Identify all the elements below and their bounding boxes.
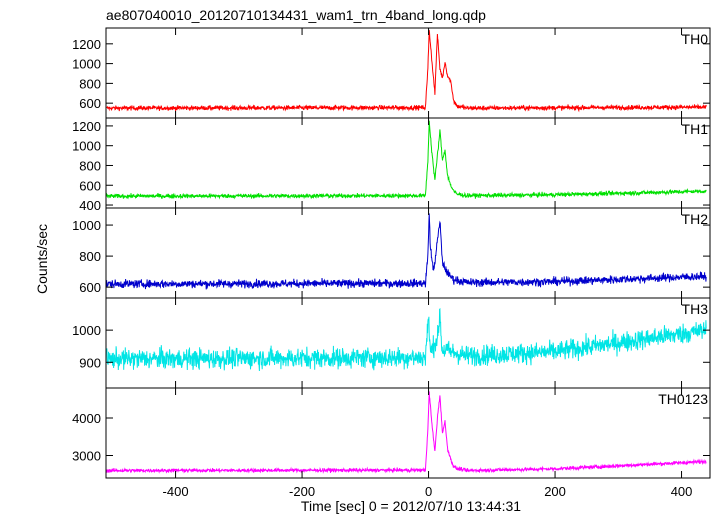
panel-frame-th0123 <box>105 387 711 479</box>
x-axis-label: Time [sec] 0 = 2012/07/10 13:44:31 <box>301 498 521 514</box>
panel-th1: 400 600 800 1000 1200 TH1 <box>72 117 711 213</box>
y-tick-label-th1: 600 <box>79 178 101 193</box>
y-tick-label-th2: 800 <box>79 249 101 264</box>
panel-label-th0: TH0 <box>682 31 709 47</box>
y-tick-label-th1: 1200 <box>72 119 101 134</box>
y-axis-label: Counts/sec <box>34 224 50 294</box>
x-tick-label: -400 <box>163 484 189 499</box>
y-tick-label-th2: 1000 <box>72 218 101 233</box>
series-line-th1 <box>106 120 707 200</box>
x-tick-label: -200 <box>289 484 315 499</box>
y-tick-label-th3: 1000 <box>72 323 101 338</box>
y-tick-label-th0123: 4000 <box>72 411 101 426</box>
panel-frame-th0 <box>105 27 711 119</box>
panel-label-th1: TH1 <box>682 121 709 137</box>
x-tick-label: 0 <box>425 484 432 499</box>
panel-th3: 900 1000 TH3 <box>72 297 711 389</box>
y-tick-label-th2: 600 <box>79 280 101 295</box>
y-tick-label-th3: 900 <box>79 355 101 370</box>
panel-th0: 600 800 1000 1200 TH0 <box>72 27 711 119</box>
series-line-th3 <box>106 307 707 372</box>
y-tick-label-th1: 1000 <box>72 139 101 154</box>
panel-th2: 600 800 1000 TH2 <box>72 207 711 299</box>
y-tick-label-th0: 800 <box>79 76 101 91</box>
y-tick-label-th0123: 3000 <box>72 449 101 464</box>
panel-th0123: 3000 4000 TH0123 <box>72 387 711 479</box>
y-tick-label-th0: 1200 <box>72 37 101 52</box>
panel-label-th2: TH2 <box>682 211 709 227</box>
y-tick-label-th0: 1000 <box>72 57 101 72</box>
panel-label-th0123: TH0123 <box>658 391 708 407</box>
series-line-th0 <box>106 30 707 113</box>
y-tick-label-th1: 800 <box>79 158 101 173</box>
panels-group: 600 800 1000 1200 TH0 400 600 800 1000 1200 TH1 600… <box>72 27 711 499</box>
y-tick-label-th0: 600 <box>79 96 101 111</box>
x-tick-label: 400 <box>671 484 693 499</box>
chart-title: ae807040010_20120710134431_wam1_trn_4ban… <box>106 7 486 23</box>
series-line-th2 <box>106 213 707 290</box>
y-tick-label-th1: 400 <box>79 198 101 213</box>
series-line-th0123 <box>106 391 707 474</box>
x-tick-label: 200 <box>544 484 566 499</box>
panel-label-th3: TH3 <box>682 301 709 317</box>
